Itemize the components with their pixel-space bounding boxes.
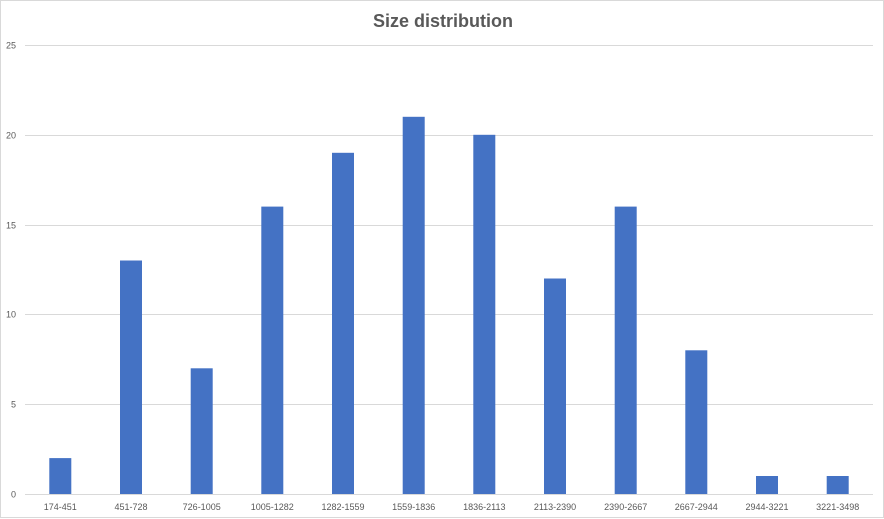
bar-2390-2667 <box>614 206 637 494</box>
bar-2113-2390 <box>544 278 566 494</box>
y-tick-label: 15 <box>6 221 16 231</box>
y-tick-label: 20 <box>6 131 16 141</box>
y-tick-label: 5 <box>11 400 16 410</box>
x-tick-label: 2390-2667 <box>604 502 647 512</box>
bar-2944-3221 <box>756 476 778 494</box>
x-tick-label: 2667-2944 <box>675 502 718 512</box>
bar-1005-1282 <box>261 206 284 494</box>
y-tick-label: 25 <box>6 41 16 51</box>
bar-1559-1836 <box>402 116 425 495</box>
y-tick-label: 10 <box>6 310 16 320</box>
y-axis-ticks: 0 5 10 15 20 25 <box>6 41 16 500</box>
x-tick-label: 2944-3221 <box>745 502 788 512</box>
y-tick-label: 0 <box>11 490 16 500</box>
bar-2667-2944 <box>685 350 708 494</box>
x-axis-ticks: 174-451 451-728 726-1005 1005-1282 1282-1559… <box>44 502 859 512</box>
bar-726-1005 <box>190 368 213 494</box>
gridlines <box>25 45 873 495</box>
x-tick-label: 451-728 <box>114 502 147 512</box>
bar-451-728 <box>120 260 142 494</box>
bars <box>49 116 849 495</box>
chart-title: Size distribution <box>373 11 513 31</box>
bar-174-451 <box>49 458 72 494</box>
x-tick-label: 1836-2113 <box>463 502 505 512</box>
x-tick-label: 726-1005 <box>183 502 221 512</box>
bar-3221-3498 <box>826 476 849 494</box>
bar-1836-2113 <box>473 134 496 495</box>
x-tick-label: 2113-2390 <box>534 502 576 512</box>
x-tick-label: 1282-1559 <box>321 502 364 512</box>
x-tick-label: 174-451 <box>44 502 77 512</box>
bar-1282-1559 <box>332 152 354 495</box>
x-tick-label: 1559-1836 <box>392 502 435 512</box>
x-tick-label: 3221-3498 <box>816 502 859 512</box>
x-tick-label: 1005-1282 <box>251 502 294 512</box>
